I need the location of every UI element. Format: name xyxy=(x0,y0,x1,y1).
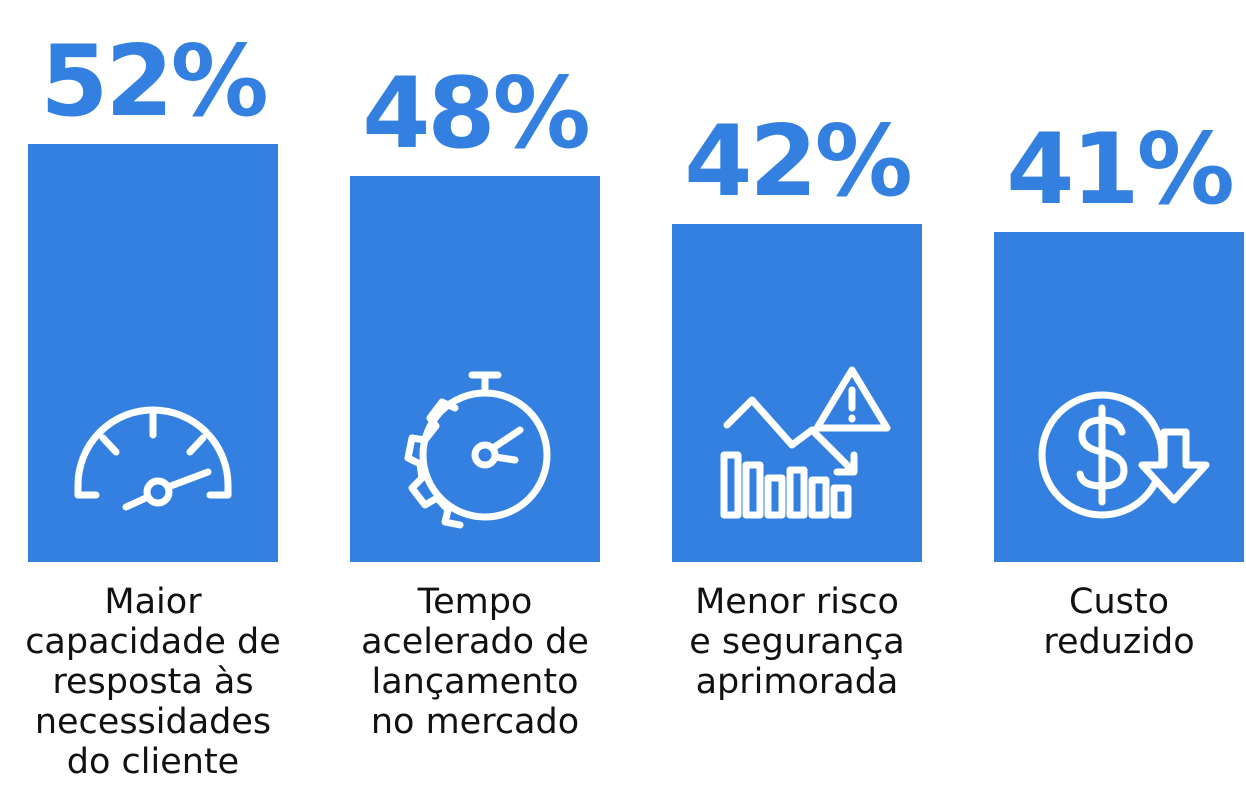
cost-icon xyxy=(1038,391,1210,519)
bar xyxy=(672,224,922,562)
value-label: 52% xyxy=(40,24,269,139)
icon-part xyxy=(74,406,232,499)
icon-part xyxy=(813,366,891,432)
category-label: Tempo acelerado de lançamento no mercado xyxy=(361,582,589,742)
icon-part xyxy=(764,474,786,519)
value-label: 48% xyxy=(362,57,591,172)
bar xyxy=(350,176,600,562)
category-label: Menor risco e segurança aprimorada xyxy=(689,582,905,702)
category-label: Custo reduzido xyxy=(1043,582,1195,662)
icon-part xyxy=(808,476,830,519)
category-label: Maior capacidade de resposta às necessid… xyxy=(25,582,281,782)
bar xyxy=(28,143,278,562)
icon-part xyxy=(720,451,742,519)
risk-chart-icon xyxy=(720,366,891,519)
icon-part xyxy=(122,493,152,511)
icon-part xyxy=(1138,428,1210,504)
icon-part xyxy=(830,484,852,519)
stopwatch-icon xyxy=(404,371,551,529)
icon-part xyxy=(404,398,464,529)
icon-part xyxy=(742,461,764,519)
icon-part xyxy=(164,468,212,491)
icon-part xyxy=(786,466,808,519)
icon-part xyxy=(489,426,524,452)
value-label: 41% xyxy=(1006,113,1235,228)
value-label: 42% xyxy=(684,105,913,220)
icon-part xyxy=(143,477,173,507)
icon-part xyxy=(833,451,858,476)
icon-part xyxy=(99,434,120,456)
icon-part xyxy=(186,434,207,456)
icon-part xyxy=(491,453,519,464)
icon-part xyxy=(723,396,856,474)
gauge-icon xyxy=(74,406,232,511)
